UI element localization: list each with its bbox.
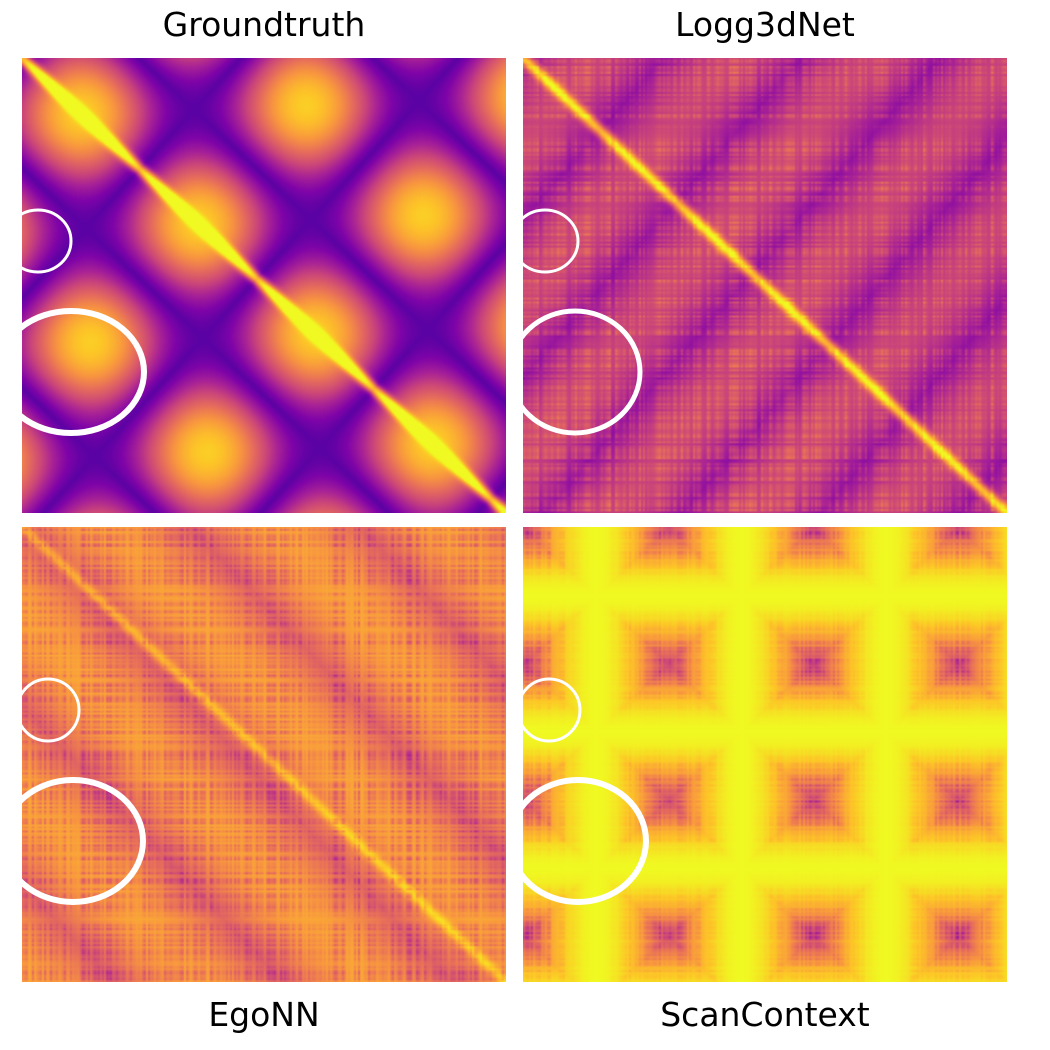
heatmap-groundtruth	[22, 58, 506, 513]
heatmap-canvas-logg3dnet	[523, 58, 1007, 513]
highlight-ellipse-large	[523, 777, 649, 905]
highlight-circle-small	[523, 677, 582, 743]
highlight-overlay-egonn	[22, 677, 146, 905]
highlight-ellipse-large	[523, 308, 643, 436]
highlight-circle-small	[22, 208, 73, 274]
title-groundtruth: Groundtruth	[162, 5, 366, 44]
highlight-overlay-scancontext	[523, 677, 649, 905]
highlight-circle-small	[22, 677, 81, 743]
highlight-overlay-groundtruth	[22, 208, 147, 436]
highlight-overlay-logg3dnet	[523, 208, 643, 436]
heatmap-canvas-groundtruth	[22, 58, 506, 513]
title-egonn: EgoNN	[208, 995, 320, 1034]
highlight-ellipse-large	[22, 308, 147, 436]
heatmap-canvas-scancontext	[523, 527, 1007, 982]
title-logg3dnet: Logg3dNet	[675, 5, 855, 44]
highlight-ellipse-large	[22, 777, 146, 905]
heatmap-logg3dnet	[523, 58, 1007, 513]
highlight-circle-small	[523, 208, 580, 274]
heatmap-egonn	[22, 527, 506, 982]
heatmap-canvas-egonn	[22, 527, 506, 982]
heatmap-scancontext	[523, 527, 1007, 982]
title-scancontext: ScanContext	[660, 995, 870, 1034]
